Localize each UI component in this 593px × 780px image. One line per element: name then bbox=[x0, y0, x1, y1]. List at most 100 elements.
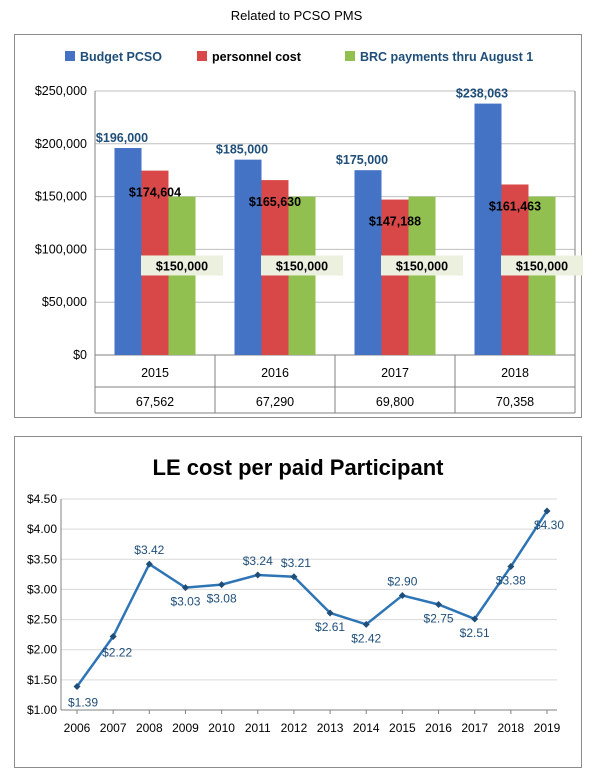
data-label-brc-2018: $150,000 bbox=[516, 259, 568, 273]
y-tick-label: $3.50 bbox=[27, 552, 57, 566]
data-point-2012 bbox=[290, 573, 298, 581]
y-tick-label: $150,000 bbox=[35, 190, 87, 204]
line-chart-title: LE cost per paid Participant bbox=[153, 455, 445, 480]
data-point-2017 bbox=[471, 615, 479, 623]
data-point-2018 bbox=[507, 563, 515, 571]
bar-budget-pcso-2016 bbox=[234, 159, 262, 355]
data-label-box-brc-2018 bbox=[501, 255, 583, 276]
data-point-2019 bbox=[543, 507, 551, 515]
data-label-2016: $2.75 bbox=[424, 612, 454, 626]
data-label-2008: $3.42 bbox=[134, 543, 164, 557]
bar-brc-payments-thru-august-1-2017 bbox=[408, 196, 436, 355]
bar-budget-pcso-2018 bbox=[474, 103, 502, 355]
legend-label-2: personnel cost bbox=[212, 50, 302, 64]
data-point-2013 bbox=[326, 609, 334, 617]
data-label-2017: $2.51 bbox=[460, 626, 490, 640]
data-label-box-brc-2015 bbox=[141, 255, 223, 276]
bar-budget-pcso-2015 bbox=[114, 148, 142, 355]
x-tick-label: 2007 bbox=[100, 721, 127, 735]
x-tick-label: 2017 bbox=[461, 721, 488, 735]
data-label-2018: $3.38 bbox=[496, 574, 526, 588]
y-tick-label: $250,000 bbox=[35, 84, 87, 98]
data-point-2011 bbox=[254, 571, 262, 579]
x-tick-label: 2011 bbox=[245, 721, 271, 735]
data-label-box-brc-2017 bbox=[381, 255, 463, 276]
x-tick-label: 2006 bbox=[64, 721, 91, 735]
data-point-2006 bbox=[73, 682, 81, 690]
data-label-2011: $3.24 bbox=[243, 554, 273, 568]
bar-chart-panel: Budget PCSO personnel cost BRC payments th… bbox=[14, 34, 583, 418]
data-label-personnel-2018: $161,463 bbox=[489, 199, 541, 213]
data-label-personnel-2015: $174,604 bbox=[129, 186, 181, 200]
legend-swatch-2 bbox=[197, 51, 207, 61]
y-tick-label: $1.00 bbox=[27, 703, 57, 717]
y-tick-label: $0 bbox=[73, 348, 87, 362]
y-tick-label: $50,000 bbox=[42, 295, 87, 309]
data-label-brc-2015: $150,000 bbox=[156, 259, 208, 273]
data-point-2016 bbox=[435, 601, 443, 608]
x-tick-label: 2012 bbox=[281, 721, 308, 735]
y-tick-label: $4.00 bbox=[27, 522, 57, 536]
x-category-sublabel: 67,562 bbox=[136, 395, 174, 409]
bar-budget-pcso-2017 bbox=[354, 170, 382, 355]
x-category-sublabel: 67,290 bbox=[256, 395, 294, 409]
data-label-2006: $1.39 bbox=[68, 695, 98, 709]
x-tick-label: 2015 bbox=[389, 721, 416, 735]
data-label-2014: $2.42 bbox=[351, 631, 381, 645]
data-label-2007: $2.22 bbox=[102, 645, 132, 659]
data-point-2014 bbox=[362, 620, 370, 628]
bar-brc-payments-thru-august-1-2016 bbox=[288, 196, 316, 355]
legend-label-3: BRC payments thru August 1 bbox=[360, 50, 533, 64]
data-label-brc-2016: $150,000 bbox=[276, 259, 328, 273]
x-tick-label: 2016 bbox=[425, 721, 452, 735]
series-line bbox=[75, 510, 549, 688]
line-chart: LE cost per paid Participant $1.00 $1.50 $2… bbox=[27, 455, 564, 735]
bar-personnel-cost-2017 bbox=[381, 199, 409, 355]
legend-label-1: Budget PCSO bbox=[80, 50, 162, 64]
data-label-personnel-2016: $165,630 bbox=[249, 195, 301, 209]
data-label-2019: $4.30 bbox=[534, 518, 564, 532]
data-label-2010: $3.08 bbox=[207, 592, 237, 606]
data-point-2010 bbox=[218, 581, 226, 589]
bar-brc-payments-thru-august-1-2015 bbox=[168, 196, 196, 355]
data-label-box-brc-2016 bbox=[261, 255, 343, 276]
x-tick-label: 2013 bbox=[317, 721, 344, 735]
y-tick-label: $3.00 bbox=[27, 582, 57, 596]
data-label-personnel-2017: $147,188 bbox=[369, 215, 421, 229]
x-tick-label: 2010 bbox=[208, 721, 235, 735]
x-category-sublabel: 70,358 bbox=[496, 395, 534, 409]
y-tick-label: $4.50 bbox=[27, 492, 57, 506]
data-label-2009: $3.03 bbox=[170, 595, 200, 609]
x-category-sublabel: 69,800 bbox=[376, 395, 414, 409]
data-label-brc-2017: $150,000 bbox=[396, 259, 448, 273]
data-point-2008 bbox=[145, 560, 153, 568]
data-label-budget-2015: $196,000 bbox=[96, 131, 148, 145]
x-tick-label: 2018 bbox=[497, 721, 524, 735]
data-label-2015: $2.90 bbox=[387, 574, 417, 588]
data-label-budget-2018: $238,063 bbox=[456, 87, 508, 101]
data-label-2012: $3.21 bbox=[281, 556, 311, 570]
bar-brc-payments-thru-august-1-2018 bbox=[528, 196, 556, 355]
legend-swatch-1 bbox=[65, 51, 75, 61]
x-tick-label: 2019 bbox=[534, 721, 561, 735]
y-tick-label: $2.00 bbox=[27, 643, 57, 657]
y-tick-label: $1.50 bbox=[27, 673, 57, 687]
x-tick-label: 2009 bbox=[172, 721, 199, 735]
data-point-2015 bbox=[398, 591, 406, 599]
x-category-label: 2015 bbox=[141, 366, 169, 380]
x-tick-label: 2014 bbox=[353, 721, 380, 735]
y-tick-label: $2.50 bbox=[27, 613, 57, 627]
y-tick-label: $200,000 bbox=[35, 137, 87, 151]
x-tick-label: 2008 bbox=[136, 721, 163, 735]
data-label-budget-2017: $175,000 bbox=[336, 153, 388, 167]
data-label-2013: $2.61 bbox=[315, 620, 345, 634]
bar-chart: Budget PCSO personnel cost BRC payments th… bbox=[35, 50, 583, 414]
x-category-label: 2016 bbox=[261, 366, 289, 380]
x-category-label: 2018 bbox=[501, 366, 529, 380]
data-point-2007 bbox=[109, 632, 117, 640]
page-title: Related to PCSO PMS bbox=[230, 8, 363, 23]
data-label-budget-2016: $185,000 bbox=[216, 143, 268, 157]
data-point-2009 bbox=[181, 584, 189, 592]
legend-swatch-3 bbox=[345, 51, 355, 61]
x-category-label: 2017 bbox=[381, 366, 409, 380]
